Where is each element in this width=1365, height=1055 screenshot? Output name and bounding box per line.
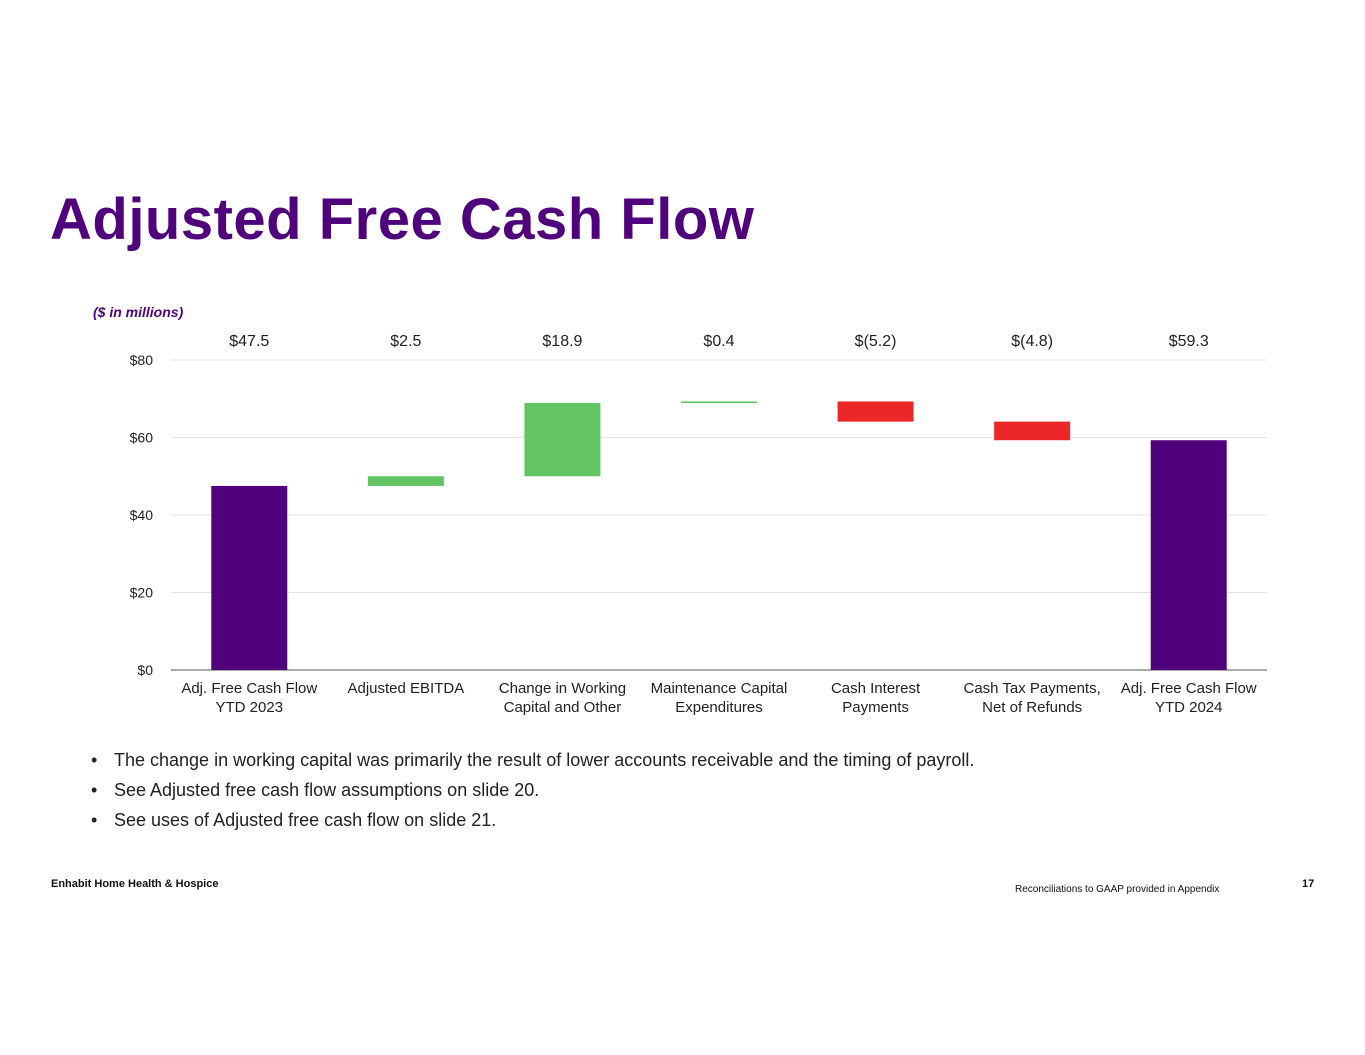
bar-total bbox=[211, 485, 288, 670]
bar-increase bbox=[524, 403, 601, 477]
bullet-assumptions: See Adjusted free cash flow assumptions … bbox=[88, 778, 974, 808]
bullet-list: The change in working capital was primar… bbox=[88, 748, 974, 838]
gaap-note: Reconciliations to GAAP provided in Appe… bbox=[1015, 884, 1220, 895]
bar-decrease bbox=[837, 401, 914, 422]
y-tick-label: $80 bbox=[130, 352, 154, 368]
bar-value-label: $18.9 bbox=[542, 333, 582, 350]
page-number: 17 bbox=[1302, 878, 1315, 890]
bullet-uses: See uses of Adjusted free cash flow on s… bbox=[88, 808, 974, 838]
bar-value-label: $0.4 bbox=[703, 333, 734, 350]
x-category-label: Change in Working bbox=[499, 680, 626, 697]
bullet-working-capital: The change in working capital was primar… bbox=[88, 748, 974, 778]
x-category-label: Maintenance Capital bbox=[651, 680, 788, 697]
bar-total bbox=[1150, 440, 1227, 670]
bar-value-label: $(4.8) bbox=[1011, 333, 1053, 350]
slide-title: Adjusted Free Cash Flow bbox=[50, 187, 755, 252]
x-category-label: Cash Interest bbox=[831, 680, 921, 697]
x-category-label: Capital and Other bbox=[504, 699, 622, 716]
waterfall-chart: $0 $20 $40 $60 $80 $47.5 Adj. Free Cash Flow YT… bbox=[130, 333, 1267, 716]
company-name: Enhabit Home Health & Hospice bbox=[51, 878, 219, 890]
x-category-label: YTD 2024 bbox=[1155, 699, 1223, 716]
y-tick-label: $40 bbox=[130, 507, 154, 523]
bar-value-label: $2.5 bbox=[390, 333, 421, 350]
bar-value-label: $(5.2) bbox=[855, 333, 897, 350]
bar-value-label: $59.3 bbox=[1169, 333, 1209, 350]
x-category-label: Adj. Free Cash Flow bbox=[181, 680, 317, 697]
x-category-label: Expenditures bbox=[675, 699, 763, 716]
bar-increase bbox=[367, 476, 444, 486]
x-category-label: YTD 2023 bbox=[216, 699, 284, 716]
x-category-label: Adjusted EBITDA bbox=[347, 680, 464, 697]
bar-decrease bbox=[994, 421, 1071, 441]
y-tick-label: $20 bbox=[130, 585, 154, 601]
x-category-label: Net of Refunds bbox=[982, 699, 1082, 716]
y-tick-label: $0 bbox=[137, 662, 153, 678]
x-category-label: Adj. Free Cash Flow bbox=[1121, 680, 1257, 697]
y-tick-label: $60 bbox=[130, 430, 154, 446]
units-label: ($ in millions) bbox=[93, 304, 184, 320]
x-category-label: Payments bbox=[842, 699, 909, 716]
bar-value-label: $47.5 bbox=[229, 333, 269, 350]
bar-increase bbox=[681, 401, 757, 404]
x-category-label: Cash Tax Payments, bbox=[963, 680, 1100, 697]
